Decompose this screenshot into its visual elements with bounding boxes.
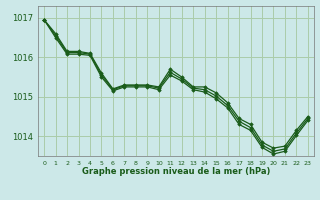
X-axis label: Graphe pression niveau de la mer (hPa): Graphe pression niveau de la mer (hPa) — [82, 167, 270, 176]
